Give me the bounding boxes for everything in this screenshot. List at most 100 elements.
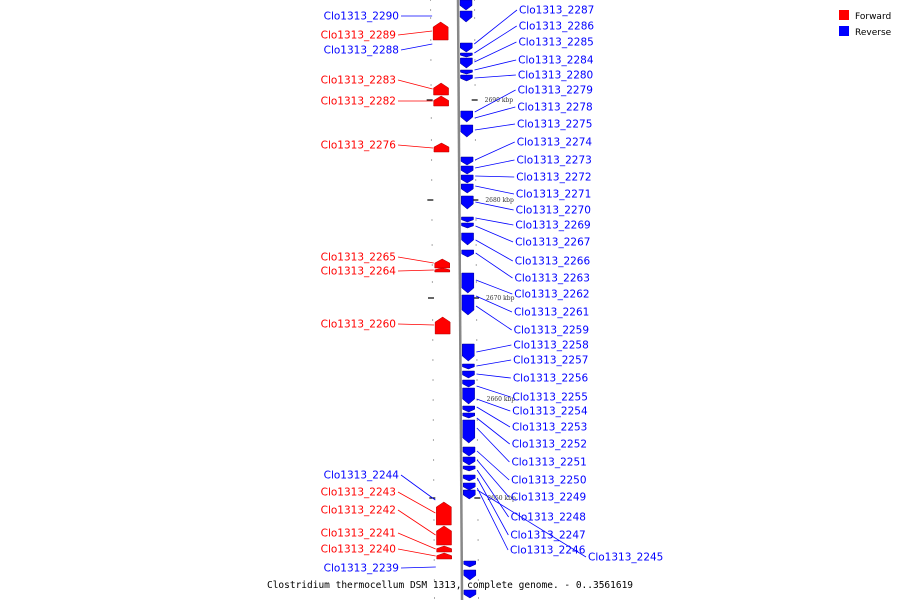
reverse-gene-leader [475,201,514,211]
reverse-gene-block [462,343,475,362]
reverse-gene-block [462,412,476,419]
reverse-gene-label: Clo1313_2244 [324,470,400,482]
reverse-gene-block [462,379,475,388]
reverse-gene-block [460,57,473,69]
reverse-gene-label: Clo1313_2278 [517,102,592,114]
reverse-gene-block [462,446,476,457]
reverse-gene-leader [474,123,516,131]
forward-gene-block [436,545,452,553]
forward-gene-leader [397,491,436,514]
forward-gene-leader [397,79,433,90]
legend: Forward Reverse [839,10,892,38]
forward-gene-label: Clo1313_2289 [321,30,396,42]
reverse-gene-block [461,272,475,294]
reverse-gene-block [461,222,474,229]
reverse-gene-block [463,569,477,581]
reverse-gene-leader [475,252,513,279]
reverse-gene-block [461,232,474,246]
reverse-gene-leader [475,159,515,169]
forward-gene-label: Clo1313_2283 [321,75,396,87]
reverse-gene-leader [400,474,436,501]
reverse-gene-block [462,363,475,370]
reverse-gene-leader [476,477,509,536]
forward-gene-label: Clo1313_2240 [321,544,396,556]
reverse-gene-leader [475,239,513,262]
reverse-gene-label: Clo1313_2256 [513,373,589,385]
reverse-gene-label: Clo1313_2252 [512,439,587,451]
reverse-gene-leader [475,295,513,313]
forward-gene-block [433,95,449,107]
reverse-gene-label: Clo1313_2239 [324,563,399,575]
reverse-gene-label: Clo1313_2272 [516,172,591,184]
forward-gene-leader [397,548,436,557]
reverse-gene-block [460,165,474,175]
reverse-gene-leader [476,459,510,498]
reverse-gene-leader [475,175,515,178]
reverse-gene-label: Clo1313_2250 [511,475,586,487]
reverse-gene-label: Clo1313_2275 [517,119,592,131]
reverse-gene-leader [476,406,511,428]
reverse-gene-label: Clo1313_2247 [510,530,585,542]
forward-gene-block [432,21,449,41]
genome-caption: Clostridium thermocellum DSM 1313, compl… [267,580,633,591]
reverse-gene-label: Clo1313_2255 [513,392,588,404]
reverse-gene-leader [476,427,510,463]
reverse-gene-block [461,249,474,258]
reverse-gene-label: Clo1313_2251 [511,457,586,469]
reverse-gene-label: Clo1313_2271 [516,189,591,201]
legend-reverse-swatch [839,26,849,36]
reverse-gene-block [460,110,473,123]
reverse-gene-leader [474,41,517,63]
reverse-gene-leader [475,185,515,195]
forward-gene-label: Clo1313_2264 [321,266,397,278]
forward-gene-block [434,258,450,269]
legend-reverse-label: Reverse [855,28,892,38]
scale-mark-label: 2680 kbp [485,197,514,204]
reverse-gene-block [463,560,476,568]
reverse-gene-block [462,474,476,482]
reverse-gene-label: Clo1313_2261 [514,307,589,319]
reverse-gene-leader [400,43,433,51]
reverse-gene-label: Clo1313_2287 [519,5,594,17]
reverse-gene-leader [474,89,516,113]
reverse-gene-block [460,52,473,58]
forward-gene-leader [397,30,433,36]
forward-gene-label: Clo1313_2260 [321,319,396,331]
reverse-gene-block [462,387,475,405]
reverse-gene-leader [476,417,510,445]
reverse-gene-leader [476,450,510,481]
reverse-gene-leader [476,344,512,353]
reverse-gene-label: Clo1313_2249 [511,492,586,504]
reverse-gene-leader [475,217,514,226]
label-leaders [397,9,587,569]
reverse-gene-leader [474,74,516,79]
reverse-gene-leader [476,359,512,367]
forward-gene-label: Clo1313_2276 [321,140,397,152]
forward-gene-leader [397,509,436,536]
reverse-gene-block [460,156,474,166]
scale-mark-label: 2690 kbp [485,97,514,104]
reverse-gene-block [460,42,473,53]
reverse-gene-label: Clo1313_2254 [512,406,588,418]
reverse-gene-leader [475,225,514,243]
reverse-gene-label: Clo1313_2273 [516,155,591,167]
reverse-gene-label: Clo1313_2267 [515,237,590,249]
reverse-gene-leader [474,141,515,161]
reverse-gene-label: Clo1313_2285 [518,37,593,49]
reverse-gene-block [459,0,473,11]
reverse-gene-block [460,74,473,82]
reverse-gene-leader [474,9,518,45]
reverse-gene-leader [476,487,509,551]
forward-gene-label: Clo1313_2243 [321,487,396,499]
reverse-gene-label: Clo1313_2286 [519,21,595,33]
reverse-gene-block [462,456,476,466]
forward-gene-leader [397,532,436,550]
reverse-gene-label: Clo1313_2279 [518,85,593,97]
reverse-gene-label: Clo1313_2248 [511,512,586,524]
forward-gene-label: Clo1313_2265 [321,252,396,264]
reverse-gene-leader [474,106,516,119]
scale-mark-label: 2650 kbp [487,495,516,502]
reverse-gene-block [459,10,473,23]
reverse-gene-label: Clo1313_2246 [510,545,586,557]
